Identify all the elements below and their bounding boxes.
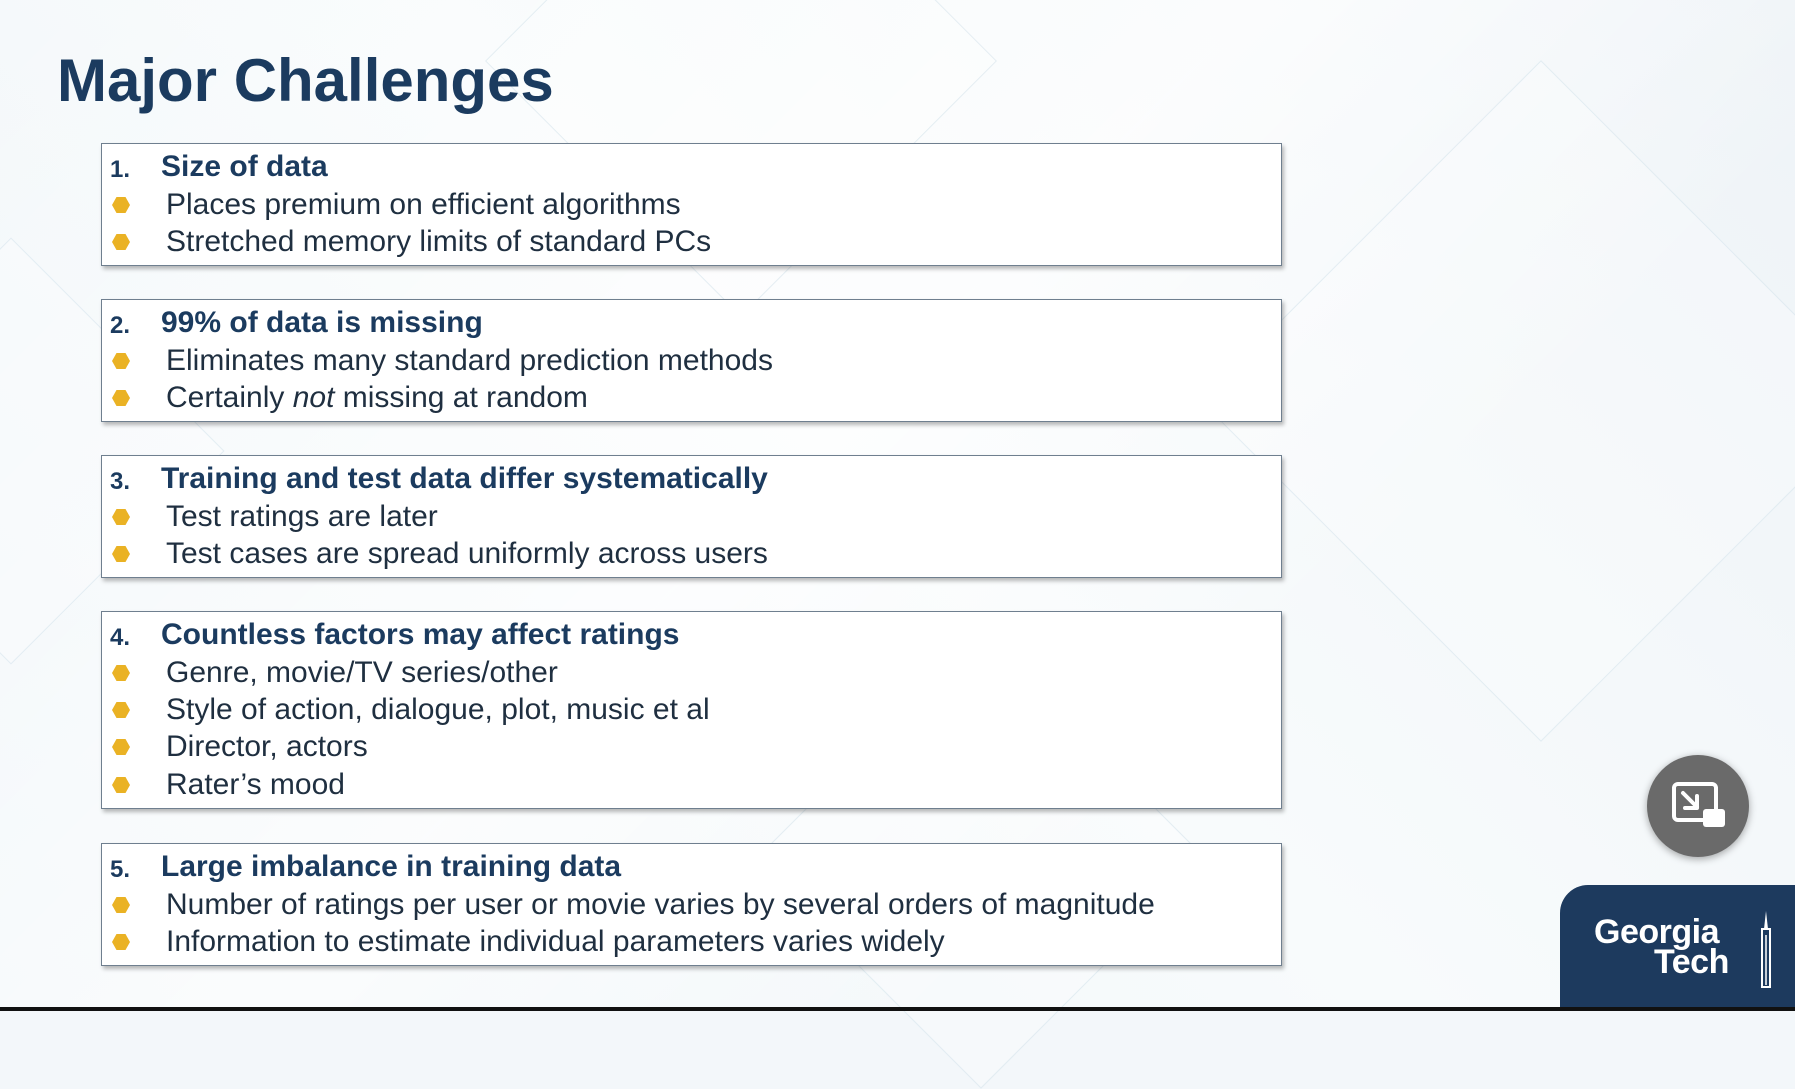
challenge-heading: Large imbalance in training data: [161, 850, 622, 883]
logo-line-1: Georgia: [1594, 913, 1719, 951]
challenge-bullet: Rater’s mood: [166, 768, 345, 801]
emphasis-text: not: [292, 381, 335, 414]
challenge-bullet: Director, actors: [166, 730, 368, 763]
logo-line-2: Tech: [1654, 943, 1729, 981]
challenge-bullet: Genre, movie/TV series/other: [166, 656, 558, 689]
exit-picture-in-picture-icon: [1672, 782, 1725, 827]
challenge-box-4: 4. Countless factors may affect ratings …: [101, 611, 1282, 809]
challenge-number: 2.: [110, 312, 131, 339]
challenge-number: 4.: [110, 624, 131, 651]
hexagon-bullet-icon: [112, 546, 130, 562]
challenge-box-2: 2. 99% of data is missing Eliminates man…: [101, 299, 1282, 422]
hexagon-bullet-icon: [112, 390, 130, 406]
georgia-tech-logo: Georgia Tech: [1560, 885, 1795, 1011]
hexagon-bullet-icon: [112, 234, 130, 250]
challenge-number: 1.: [110, 156, 131, 183]
logo-wordmark: Georgia Tech: [1594, 913, 1729, 981]
challenge-heading: Countless factors may affect ratings: [161, 618, 680, 651]
challenge-box-3: 3. Training and test data differ systema…: [101, 455, 1282, 578]
challenge-bullet: Style of action, dialogue, plot, music e…: [166, 693, 710, 726]
hexagon-bullet-icon: [112, 897, 130, 913]
challenge-bullet: Stretched memory limits of standard PCs: [166, 225, 712, 258]
challenge-heading: Size of data: [161, 150, 328, 183]
exit-picture-in-picture-button[interactable]: [1647, 755, 1749, 857]
challenge-bullet: Eliminates many standard prediction meth…: [166, 344, 773, 377]
hexagon-bullet-icon: [112, 353, 130, 369]
slide-title: Major Challenges: [57, 47, 554, 114]
hexagon-bullet-icon: [112, 934, 130, 950]
hexagon-bullet-icon: [112, 702, 130, 718]
challenge-heading: 99% of data is missing: [161, 306, 483, 339]
challenge-number: 3.: [110, 468, 131, 495]
challenge-bullet: Number of ratings per user or movie vari…: [166, 888, 1155, 921]
challenge-bullet-italic: Certainly not missing at random: [166, 381, 588, 414]
hexagon-bullet-icon: [112, 777, 130, 793]
challenge-bullet: Test cases are spread uniformly across u…: [166, 537, 768, 570]
challenge-box-5: 5. Large imbalance in training data Numb…: [101, 843, 1282, 966]
challenge-bullet: Information to estimate individual param…: [166, 925, 945, 958]
tech-tower-icon: [1761, 911, 1771, 988]
hexagon-bullet-icon: [112, 197, 130, 213]
hexagon-bullet-icon: [112, 739, 130, 755]
challenge-box-1: 1. Size of data Places premium on effici…: [101, 143, 1282, 266]
challenge-bullet: Test ratings are later: [166, 500, 438, 533]
hexagon-bullet-icon: [112, 509, 130, 525]
challenge-number: 5.: [110, 856, 131, 883]
hexagon-bullet-icon: [112, 665, 130, 681]
challenge-bullet: Places premium on efficient algorithms: [166, 188, 681, 221]
challenge-heading: Training and test data differ systematic…: [161, 462, 768, 495]
bottom-edge-bar: [0, 1007, 1795, 1011]
